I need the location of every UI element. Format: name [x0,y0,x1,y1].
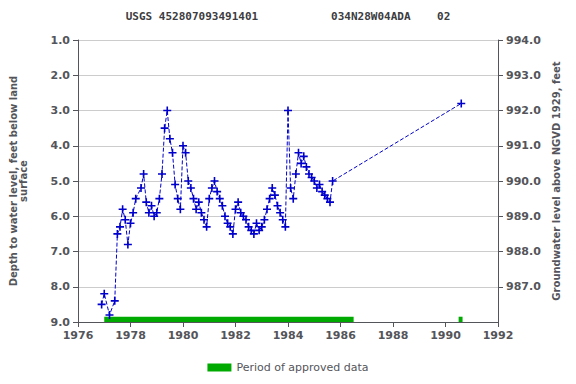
svg-text:1980: 1980 [168,329,199,342]
svg-text:1982: 1982 [220,329,251,342]
svg-text:992.0: 992.0 [506,104,541,117]
svg-text:1.0: 1.0 [51,34,71,47]
svg-text:surface: surface [18,160,29,202]
svg-text:Depth to water level, feet bel: Depth to water level, feet below land [7,75,19,287]
svg-text:2.0: 2.0 [51,69,71,82]
svg-text:1988: 1988 [378,329,409,342]
svg-text:Period of approved data: Period of approved data [236,361,368,374]
svg-text:5.0: 5.0 [51,175,71,188]
svg-text:1990: 1990 [430,329,461,342]
svg-text:Groundwater level above NGVD 1: Groundwater level above NGVD 1929, feet [551,61,562,300]
svg-text:USGS 452807093491401: USGS 452807093491401 034N28W04ADA 02 [126,10,451,23]
svg-text:991.0: 991.0 [506,139,541,152]
svg-text:3.0: 3.0 [51,104,71,117]
svg-text:993.0: 993.0 [506,69,541,82]
svg-text:994.0: 994.0 [506,34,541,47]
svg-text:1984: 1984 [273,329,304,342]
svg-text:4.0: 4.0 [51,139,71,152]
svg-text:9.0: 9.0 [51,316,71,329]
svg-text:7.0: 7.0 [51,245,71,258]
svg-text:1976: 1976 [63,329,94,342]
svg-text:8.0: 8.0 [51,280,71,293]
svg-text:1992: 1992 [483,329,514,342]
svg-text:989.0: 989.0 [506,210,541,223]
svg-text:990.0: 990.0 [506,175,541,188]
svg-text:1978: 1978 [115,329,146,342]
svg-text:987.0: 987.0 [506,280,541,293]
svg-text:1986: 1986 [325,329,356,342]
svg-text:988.0: 988.0 [506,245,541,258]
svg-text:6.0: 6.0 [51,210,71,223]
